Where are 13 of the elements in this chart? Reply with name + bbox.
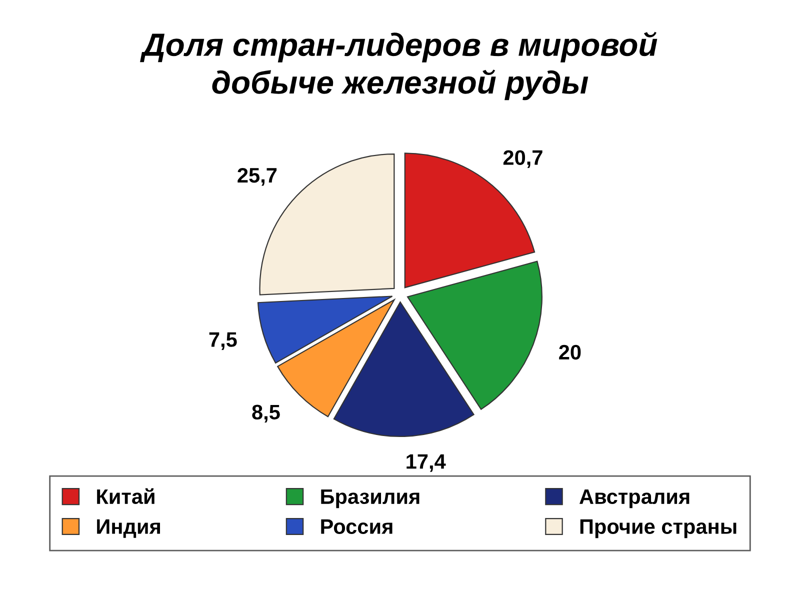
data-label: 8,5 — [252, 404, 280, 423]
data-label: 7,5 — [209, 332, 237, 350]
legend-label: Прочие страны — [580, 519, 736, 538]
legend-label: Австралия — [580, 489, 690, 508]
legend-label: Бразилия — [321, 489, 420, 508]
legend-label: Индия — [97, 519, 160, 538]
data-label: 20,7 — [503, 150, 542, 168]
data-label: 20 — [559, 344, 581, 360]
chart-title: Доля стран-лидеров в мировой добыче железной руды — [140, 32, 658, 100]
legend-label: Китай — [97, 488, 154, 504]
data-label: 17,4 — [406, 454, 446, 472]
legend-label: Россия — [321, 519, 392, 534]
data-label: 25,7 — [238, 168, 277, 186]
